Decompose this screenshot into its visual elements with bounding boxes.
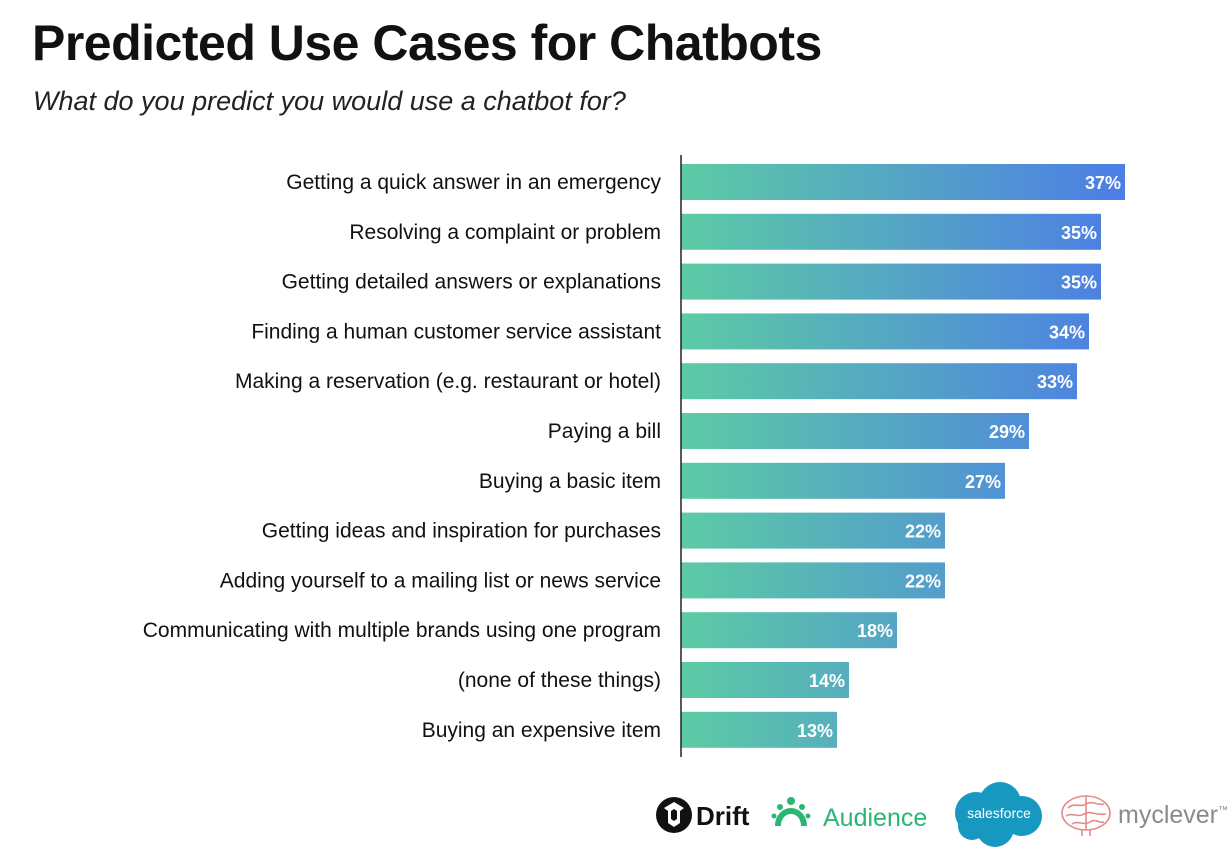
category-label: Finding a human customer service assista…	[251, 320, 661, 343]
category-label: Getting ideas and inspiration for purcha…	[262, 520, 661, 543]
value-labels: 37% 35% 35% 34% 33% 29% 27% 22% 22% 18% 14% 13%	[797, 173, 1121, 741]
category-labels: Getting a quick answer in an emergency Re…	[143, 171, 662, 742]
brain-icon	[1061, 795, 1111, 836]
bar	[681, 213, 1101, 250]
category-label: (none of these things)	[458, 669, 661, 692]
value-label: 34%	[1049, 322, 1085, 342]
bar	[681, 562, 945, 599]
bar	[681, 313, 1089, 350]
value-label: 33%	[1037, 372, 1073, 392]
bars-group	[681, 164, 1125, 748]
value-label: 37%	[1085, 173, 1121, 193]
salesforce-logo-text: salesforce	[967, 805, 1031, 821]
bar	[681, 164, 1125, 200]
value-label: 22%	[905, 522, 941, 542]
salesforce-cloud-icon	[955, 782, 1042, 847]
bar	[681, 662, 849, 698]
chart-title: Predicted Use Cases for Chatbots	[32, 15, 822, 71]
category-label: Adding yourself to a mailing list or new…	[220, 569, 661, 592]
bar	[681, 512, 945, 549]
value-label: 35%	[1061, 273, 1097, 293]
bar	[681, 263, 1101, 300]
audience-logo-mark-icon	[771, 797, 811, 826]
value-label: 22%	[905, 571, 941, 591]
bar	[681, 711, 837, 748]
bar-chart: Getting a quick answer in an emergency Re…	[143, 155, 1125, 757]
bar	[681, 612, 897, 649]
category-label: Buying an expensive item	[422, 719, 661, 742]
value-label: 14%	[809, 671, 845, 691]
myclever-logo-text: myclever™	[1118, 801, 1228, 829]
category-label: Making a reservation (e.g. restaurant or…	[235, 370, 661, 393]
category-label: Buying a basic item	[479, 470, 661, 493]
myclever-trademark: ™	[1218, 805, 1228, 816]
audience-logo-text: Audience	[823, 804, 927, 832]
category-label: Paying a bill	[548, 420, 661, 443]
bar	[681, 363, 1077, 400]
category-label: Resolving a complaint or problem	[349, 221, 661, 244]
drift-logo: Drift	[656, 797, 750, 833]
audience-logo: Audience	[771, 797, 927, 832]
value-label: 27%	[965, 472, 1001, 492]
bar	[681, 462, 1005, 499]
category-label: Getting detailed answers or explanations	[282, 271, 661, 294]
salesforce-logo: salesforce	[955, 782, 1042, 847]
value-label: 13%	[797, 721, 833, 741]
myclever-logo: myclever™	[1061, 795, 1228, 836]
category-label: Getting a quick answer in an emergency	[286, 171, 661, 194]
drift-logo-text: Drift	[696, 801, 750, 831]
value-label: 29%	[989, 422, 1025, 442]
category-label: Communicating with multiple brands using…	[143, 619, 661, 642]
value-label: 35%	[1061, 223, 1097, 243]
sponsor-logos: Drift Audience salesforce	[656, 782, 1228, 847]
value-label: 18%	[857, 621, 893, 641]
chart-subtitle: What do you predict you would use a chat…	[33, 86, 626, 116]
bar	[681, 413, 1029, 449]
